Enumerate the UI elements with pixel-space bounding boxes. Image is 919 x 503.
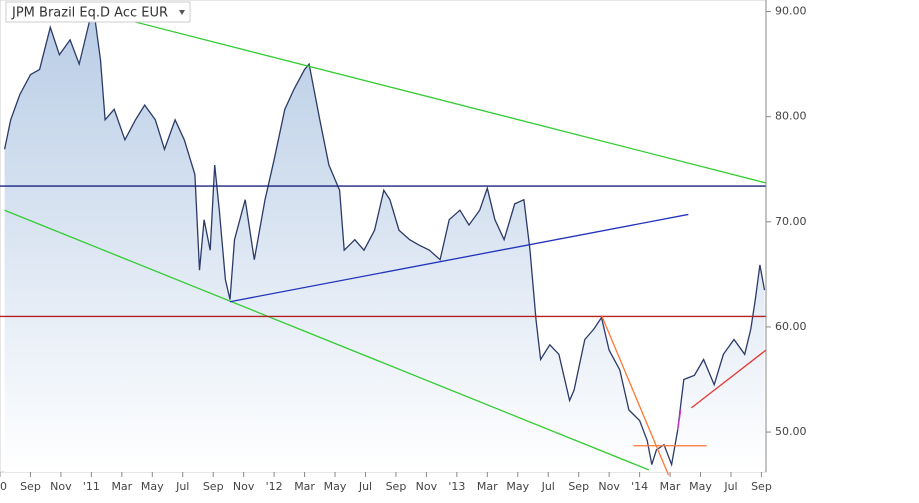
x-tick-label: '12 [266, 480, 283, 493]
x-tick-label: Jul [175, 480, 189, 493]
plot [0, 10, 767, 476]
x-tick-label: Nov [50, 480, 72, 493]
chart-title: JPM Brazil Eq.D Acc EUR [11, 6, 168, 21]
x-tick-label: Sep [751, 480, 772, 493]
x-tick-label: Nov [598, 480, 620, 493]
y-tick-label: 60.00 [775, 320, 807, 333]
x-tick-label: May [324, 480, 347, 493]
x-tick-label: Sep [386, 480, 407, 493]
x-tick-label: Mar [294, 480, 315, 493]
x-tick-label: May [689, 480, 712, 493]
trendline [94, 10, 767, 184]
x-tick-label: Nov [233, 480, 255, 493]
y-tick-label: 90.00 [775, 5, 807, 18]
x-tick-label: '13 [448, 480, 465, 493]
x-tick-label: Jul [358, 480, 372, 493]
y-tick-label: 50.00 [775, 425, 807, 438]
x-tick-label: Sep [20, 480, 41, 493]
title-box[interactable] [5, 1, 191, 23]
trendline [229, 213, 689, 303]
area [4, 14, 765, 472]
x-tick-label: '11 [83, 480, 100, 493]
x-tick-label: Jul [723, 480, 737, 493]
x-tick-label: Jul [541, 480, 555, 493]
trendline [600, 315, 670, 476]
x-tick-label: Sep [568, 480, 589, 493]
x-tick-label: Mar [477, 480, 498, 493]
trendline [690, 349, 767, 409]
line [3, 13, 766, 468]
x-tick-label: 10 [0, 480, 7, 493]
trendline [677, 409, 682, 431]
y-tick-label: 80.00 [775, 110, 807, 123]
x-tick-label: May [141, 480, 164, 493]
y-tick-label: 70.00 [775, 215, 807, 228]
x-tick-label: Nov [416, 480, 438, 493]
x-tick-label: May [506, 480, 529, 493]
dropdown-arrow[interactable] [179, 10, 185, 15]
x-tick-label: '14 [631, 480, 648, 493]
x-tick-label: Mar [111, 480, 132, 493]
trendline [4, 209, 649, 471]
x-tick-label: Mar [660, 480, 681, 493]
x-tick-label: Sep [203, 480, 224, 493]
